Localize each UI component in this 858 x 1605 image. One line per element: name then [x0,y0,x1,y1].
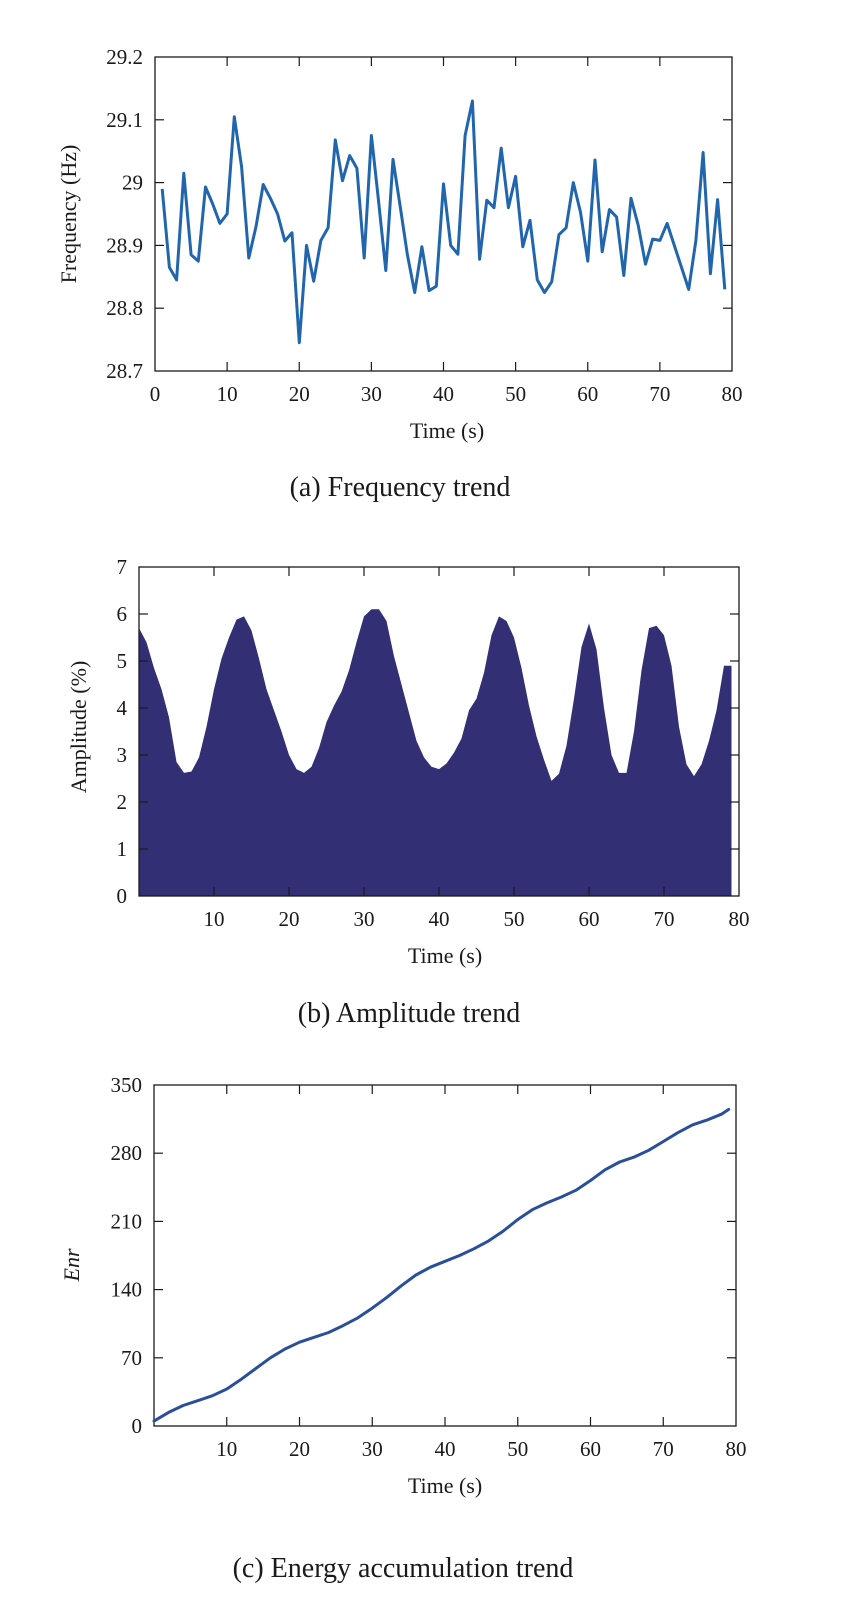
chart-c-caption: (c) Energy accumulation trend [233,1553,574,1584]
chart-c-ytick-label: 210 [111,1209,143,1233]
chart-c-ticks: 10 20 30 40 50 60 70 80 0 70 140 210 280 350 [111,1073,747,1461]
chart-b-xtick-label: 60 [579,907,600,931]
chart-a-ytick-label: 29.1 [106,108,143,132]
chart-a-ytick-label: 28.9 [106,233,143,257]
chart-b-ytick-label: 1 [117,837,128,861]
chart-c-ytick-label: 70 [121,1346,142,1370]
chart-a-plot-frame [154,56,733,372]
chart-b-xtick-label: 10 [204,907,225,931]
chart-a-series-line [160,99,727,345]
chart-b-xtick-label: 70 [654,907,675,931]
chart-b-xtick-label: 20 [279,907,300,931]
chart-b-ytick-label: 3 [117,743,128,767]
chart-b-ytick-label: 4 [117,696,128,720]
chart-a-ticks: 0 10 20 30 40 50 60 70 80 28.7 28.8 28.9 29 29.1 29.2 [106,45,742,406]
chart-a-xtick-label: 30 [361,382,382,406]
chart-a-xtick-label: 60 [577,382,598,406]
chart-a-caption: (a) Frequency trend [290,472,511,503]
chart-c-plot-frame [153,1084,737,1427]
chart-b-ytick-label: 7 [117,555,128,579]
chart-c-xlabel: Time (s) [408,1473,482,1498]
chart-b-xlabel: Time (s) [408,943,482,968]
chart-c-xtick-label: 40 [435,1437,456,1461]
chart-a-xtick-label: 0 [150,382,161,406]
chart-b-ytick-label: 2 [117,790,128,814]
chart-a: 0 10 20 30 40 50 60 70 8028.728.828.92929.129.2 … [56,45,743,503]
chart-a-ytick-label: 29.2 [106,45,143,69]
chart-c-series-line [152,1107,731,1423]
chart-b-ticks: 10 20 30 40 50 60 70 80 0 1 2 3 4 5 6 7 [117,555,750,931]
chart-c-ytick-label: 0 [132,1414,143,1438]
chart-b-ytick-label: 6 [117,602,128,626]
chart-c-ytick-label: 140 [111,1278,143,1302]
chart-c-xtick-label: 10 [216,1437,237,1461]
chart-c-xtick-label: 50 [507,1437,528,1461]
chart-c: 10 20 30 40 50 60 70 80 0 70 140 210 280 350 Time (s)… [59,1073,747,1584]
chart-c-xtick-label: 70 [653,1437,674,1461]
chart-c-ylabel: Enr [59,1248,84,1282]
chart-b-ytick-label: 5 [117,649,128,673]
chart-a-xlabel: Time (s) [410,418,484,443]
chart-b-xtick-label: 40 [429,907,450,931]
chart-a-xtick-label: 20 [289,382,310,406]
chart-b-ytick-label: 0 [117,884,128,908]
chart-b-caption: (b) Amplitude trend [298,998,520,1029]
chart-b-ylabel: Amplitude (%) [66,661,91,794]
chart-c-xtick-label: 80 [726,1437,747,1461]
chart-b: 10 20 30 40 50 60 70 80 0 1 2 3 4 5 6 7 Time (s) Amplit… [66,555,750,1029]
chart-a-xtick-label: 70 [649,382,670,406]
chart-c-xtick-label: 20 [289,1437,310,1461]
chart-a-xtick-label: 50 [505,382,526,406]
chart-c-ytick-label: 350 [111,1073,143,1097]
chart-a-xtick-label: 80 [722,382,743,406]
chart-a-ytick-label: 28.7 [106,359,143,383]
chart-c-xtick-label: 30 [362,1437,383,1461]
chart-a-xtick-label: 10 [217,382,238,406]
chart-a-ytick-label: 28.8 [106,296,143,320]
chart-b-xtick-label: 30 [354,907,375,931]
chart-b-xtick-label: 50 [504,907,525,931]
chart-c-ytick-label: 280 [111,1141,143,1165]
chart-a-ylabel: Frequency (Hz) [56,145,81,284]
chart-b-xtick-label: 80 [729,907,750,931]
chart-a-ytick-label: 29 [122,171,143,195]
chart-a-xtick-label: 40 [433,382,454,406]
chart-b-area-fill [139,609,732,896]
chart-c-xtick-label: 60 [580,1437,601,1461]
